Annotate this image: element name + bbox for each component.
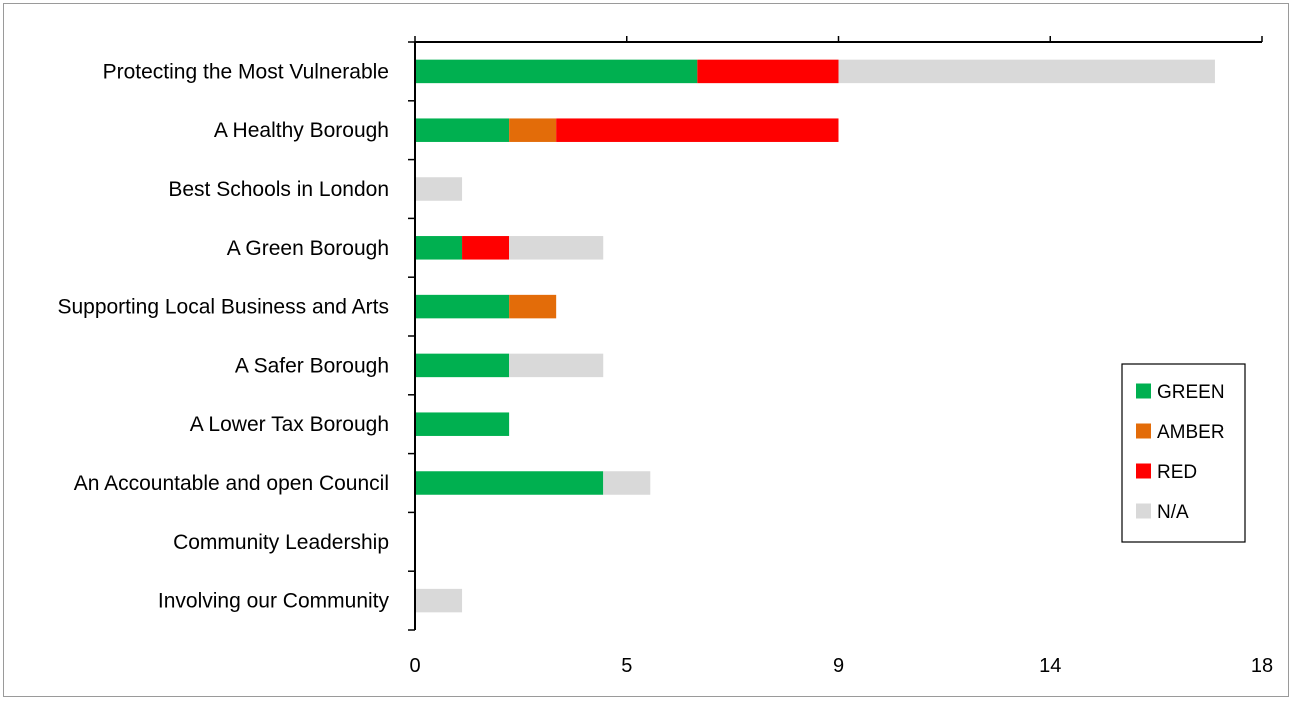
x-tick-label-3: 9 <box>833 655 844 677</box>
legend-swatch-n-a <box>1136 503 1151 519</box>
bar-green-8 <box>415 471 604 495</box>
legend-label-n-a: N/A <box>1157 502 1189 523</box>
category-label-6: A Safer Borough <box>235 354 389 377</box>
bar-green-4 <box>415 236 463 260</box>
bar-amber-2 <box>509 118 557 142</box>
category-label-8: An Accountable and open Council <box>74 472 389 495</box>
legend-label-amber: AMBER <box>1157 422 1225 443</box>
bar-green-7 <box>415 412 510 436</box>
category-label-9: Community Leadership <box>173 531 389 554</box>
bar-red-1 <box>697 59 839 84</box>
bar-green-5 <box>415 294 510 319</box>
category-label-3: Best Schools in London <box>168 178 389 201</box>
bar-n-a-4 <box>509 236 604 260</box>
bar-green-1 <box>415 59 698 84</box>
x-tick-label-5: 18 <box>1251 655 1273 677</box>
category-label-10: Involving our Community <box>158 590 390 613</box>
bar-n-a-1 <box>838 59 1215 84</box>
x-tick-label-1: 0 <box>409 655 420 677</box>
legend-swatch-amber <box>1136 423 1151 439</box>
category-label-1: Protecting the Most Vulnerable <box>103 60 389 83</box>
legend-swatch-red <box>1136 463 1151 479</box>
bar-n-a-3 <box>415 177 463 201</box>
bar-n-a-10 <box>415 588 463 613</box>
x-tick-label-2: 5 <box>621 655 632 677</box>
bar-red-2 <box>556 118 839 142</box>
bar-n-a-6 <box>509 353 604 378</box>
legend-swatch-green <box>1136 383 1151 399</box>
x-tick-label-4: 14 <box>1039 655 1061 677</box>
bar-green-2 <box>415 118 510 142</box>
legend-label-red: RED <box>1157 462 1197 483</box>
legend-label-green: GREEN <box>1157 382 1225 403</box>
bar-amber-5 <box>509 294 557 319</box>
category-label-7: A Lower Tax Borough <box>190 413 389 436</box>
category-label-2: A Healthy Borough <box>214 119 389 142</box>
bar-n-a-8 <box>603 471 651 495</box>
category-label-5: Supporting Local Business and Arts <box>57 296 389 319</box>
bar-green-6 <box>415 353 510 378</box>
category-label-4: A Green Borough <box>227 237 389 260</box>
bar-red-4 <box>462 236 510 260</box>
